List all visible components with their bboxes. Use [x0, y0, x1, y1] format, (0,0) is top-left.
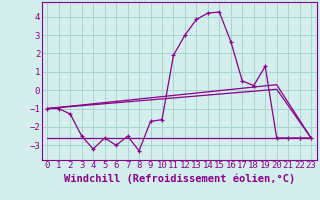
X-axis label: Windchill (Refroidissement éolien,°C): Windchill (Refroidissement éolien,°C)	[64, 173, 295, 184]
